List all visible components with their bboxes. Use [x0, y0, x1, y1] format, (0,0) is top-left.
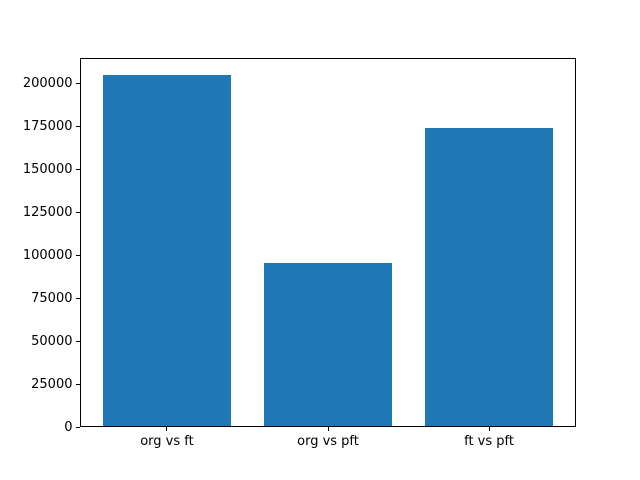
y-tick-label: 75000: [31, 290, 73, 306]
y-tick-label: 175000: [22, 118, 73, 134]
x-tick-mark: [488, 427, 490, 432]
y-tick-label: 0: [64, 419, 73, 435]
y-tick-label: 150000: [22, 161, 73, 177]
y-tick-label: 125000: [22, 204, 73, 220]
x-tick-mark: [327, 427, 329, 432]
y-tick-mark: [76, 168, 80, 170]
y-tick-mark: [76, 82, 80, 84]
y-tick-label: 50000: [31, 333, 73, 349]
x-tick-mark: [166, 427, 168, 432]
y-tick-mark: [76, 125, 80, 127]
y-tick-label: 200000: [22, 75, 73, 91]
bar-ft-vs-pft: [424, 128, 554, 428]
y-tick-mark: [76, 426, 80, 428]
y-tick-mark: [76, 383, 80, 385]
bar-org-vs-pft: [263, 263, 393, 428]
bar-org-vs-ft: [102, 75, 232, 428]
y-tick-mark: [76, 297, 80, 299]
y-tick-mark: [76, 254, 80, 256]
y-tick-label: 100000: [22, 247, 73, 263]
x-tick-label: ft vs pft: [464, 434, 514, 450]
y-tick-mark: [76, 211, 80, 213]
x-tick-label: org vs pft: [297, 434, 359, 450]
y-tick-label: 25000: [31, 376, 73, 392]
y-tick-mark: [76, 340, 80, 342]
x-tick-label: org vs ft: [140, 434, 194, 450]
plot-area: [80, 58, 576, 428]
